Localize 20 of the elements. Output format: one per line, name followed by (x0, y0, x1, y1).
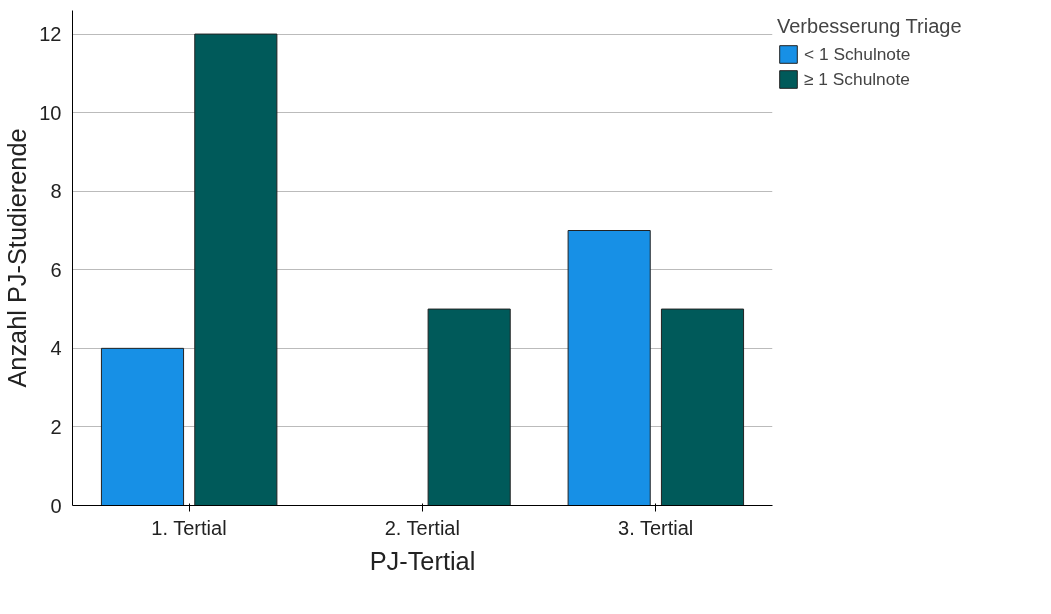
y-tick-label: 12 (39, 23, 62, 46)
x-axis-title: PJ-Tertial (369, 546, 476, 575)
y-axis-title: Anzahl PJ-Studierende (3, 128, 32, 388)
y-tick-label: 10 (39, 101, 62, 124)
bar (100, 347, 185, 506)
bar (660, 308, 745, 506)
bar (427, 308, 511, 506)
x-tick-label: 1. Tertial (151, 516, 227, 539)
y-tick-label: 4 (50, 337, 62, 360)
legend-label: < 1 Schulnote (804, 43, 911, 65)
y-tick-label: 8 (50, 180, 62, 203)
bar (567, 230, 651, 506)
y-tick-label: 6 (50, 258, 62, 281)
x-tick-label: 3. Tertial (618, 516, 694, 539)
bar (194, 33, 278, 506)
x-tick-label: 2. Tertial (384, 516, 460, 539)
legend-title: Verbesserung Triage (777, 15, 962, 38)
y-tick-label: 2 (50, 415, 62, 438)
legend-label: ≥ 1 Schulnote (804, 68, 910, 90)
y-tick-label: 0 (50, 494, 62, 517)
